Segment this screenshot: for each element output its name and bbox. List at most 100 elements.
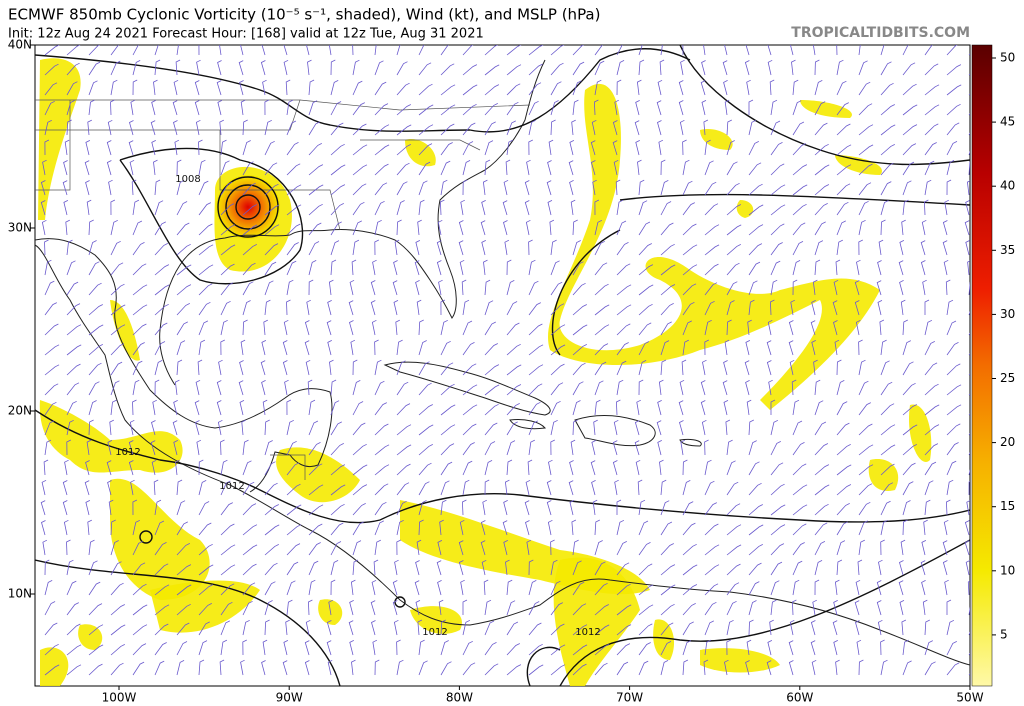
wind-barb (128, 460, 134, 476)
wind-barb (44, 401, 57, 416)
wind-barb (814, 203, 828, 216)
wind-barb (308, 79, 315, 96)
wind-barb (176, 479, 183, 496)
wind-barb (722, 60, 728, 76)
wind-barb (308, 442, 321, 456)
lat-label: 10N (8, 587, 32, 601)
wind-barb (704, 319, 712, 336)
colorbar-label: 40 (1000, 179, 1015, 193)
wind-barb (418, 660, 428, 676)
wind-barb (682, 339, 689, 356)
wind-barb (572, 80, 582, 96)
wind-barb (550, 400, 561, 416)
wind-barb (110, 540, 119, 556)
wind-barb (946, 460, 957, 476)
wind-barb (616, 323, 631, 336)
wind-barb (902, 180, 912, 196)
wind-barb (132, 562, 146, 576)
wind-barb (239, 80, 244, 96)
wind-barb (550, 119, 556, 136)
wind-barb (132, 79, 138, 96)
wind-barb (506, 364, 522, 376)
wind-barb (745, 380, 750, 396)
wind-barb (462, 619, 471, 636)
wind-barb (370, 300, 376, 316)
wind-barb (220, 319, 228, 336)
wind-barb (638, 623, 653, 636)
wind-barb (349, 320, 354, 336)
wind-barb (748, 600, 757, 616)
wind-barb (439, 199, 445, 216)
wind-barb (110, 343, 125, 356)
wind-barb (151, 140, 156, 156)
wind-barb (154, 341, 166, 356)
wind-barb (44, 364, 60, 376)
wind-barb (880, 200, 889, 216)
wind-barb (460, 579, 465, 596)
wind-barb (370, 280, 376, 296)
wind-barb (349, 600, 354, 616)
wind-barb (616, 79, 622, 96)
wind-barb (814, 164, 830, 176)
wind-barb (418, 124, 434, 136)
wind-barb (524, 180, 530, 196)
wind-barb (220, 601, 233, 616)
wind-barb (242, 619, 250, 636)
wind-barb (150, 440, 156, 456)
wind-barb (748, 183, 763, 196)
wind-barb (440, 104, 456, 116)
wind-barb (286, 163, 301, 176)
wind-barb (330, 143, 345, 156)
wind-barb (702, 359, 707, 376)
wind-barb (814, 379, 821, 396)
wind-barb (946, 619, 955, 636)
wind-barb (198, 320, 209, 336)
wind-barb (286, 399, 292, 416)
wind-barb (176, 660, 185, 676)
wind-barb (748, 99, 754, 115)
wind-barb (880, 424, 896, 436)
wind-barb (153, 479, 159, 496)
wind-barb (132, 284, 148, 296)
wind-barb (924, 443, 939, 456)
wind-barb (308, 121, 320, 136)
wind-barb (154, 563, 169, 576)
wind-barb (682, 159, 690, 176)
wind-barb (154, 284, 170, 296)
wind-barb (547, 519, 553, 536)
wind-barb (789, 359, 795, 376)
wind-barb (814, 443, 829, 456)
wind-barb (330, 541, 342, 556)
lat-label: 20N (8, 404, 32, 418)
wind-barb (682, 659, 689, 676)
wind-barb (550, 324, 566, 336)
wind-barb (264, 243, 279, 256)
wind-barb (106, 460, 112, 476)
wind-barb (220, 459, 228, 476)
wind-barb (701, 60, 706, 76)
wind-barb (154, 584, 170, 596)
wind-barb (550, 81, 562, 96)
wind-barb (946, 404, 962, 416)
wind-barb (746, 79, 751, 96)
wind-barb (724, 99, 730, 116)
wind-barb (591, 119, 597, 136)
wind-barb (528, 383, 543, 396)
wind-barb (528, 559, 534, 576)
wind-barb (374, 45, 377, 56)
wind-barb (330, 259, 337, 276)
wind-barb (374, 124, 390, 136)
wind-barb (814, 579, 820, 596)
wind-barb (66, 81, 78, 96)
wind-barb (370, 600, 376, 616)
wind-barb (282, 360, 288, 376)
wind-barb (374, 81, 387, 96)
wind-barb (527, 459, 533, 476)
wind-barb (594, 262, 608, 276)
wind-barb (220, 181, 233, 196)
wind-barb (704, 244, 720, 256)
wind-barb (392, 280, 398, 296)
wind-barb (680, 439, 686, 456)
wind-barb (616, 360, 627, 376)
